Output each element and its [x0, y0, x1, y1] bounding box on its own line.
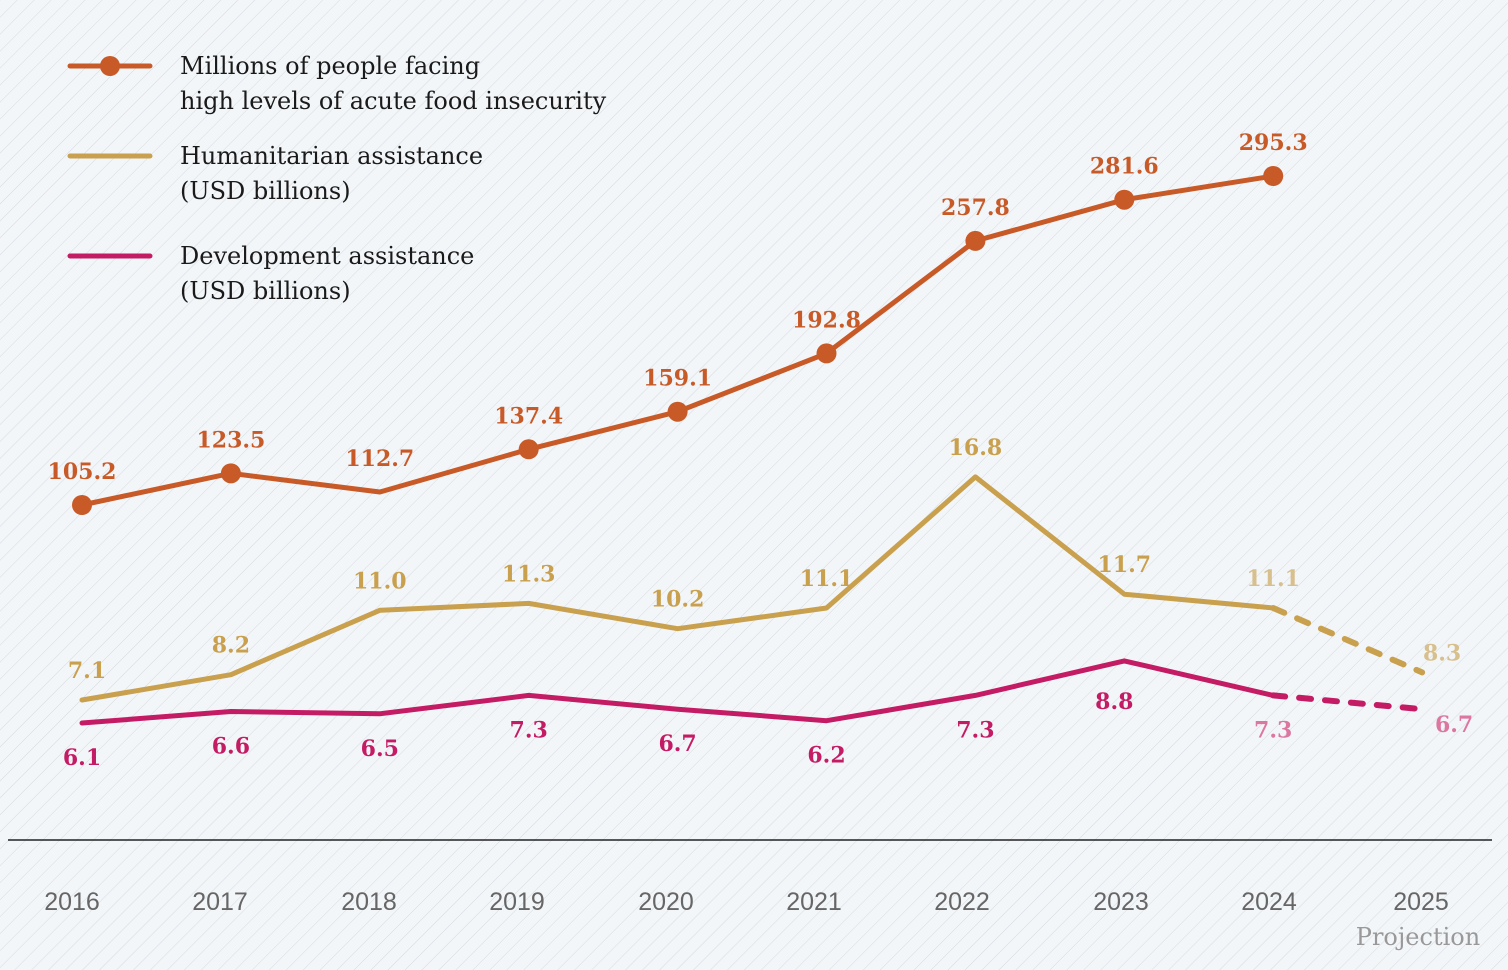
x-tick-label: 2024: [1241, 888, 1297, 916]
data-label: 159.1: [643, 366, 712, 392]
data-label: 6.2: [807, 743, 845, 769]
legend-label: Development assistance: [180, 242, 474, 270]
data-label: 11.3: [502, 561, 556, 587]
data-label: 11.7: [1098, 552, 1152, 578]
data-point: [518, 439, 539, 460]
data-label: 11.0: [353, 568, 407, 594]
data-label: 192.8: [792, 307, 861, 333]
x-tick-label: 2016: [44, 888, 100, 916]
data-label: 123.5: [196, 427, 265, 453]
data-label: 7.3: [956, 717, 994, 743]
x-tick-label: 2025: [1393, 888, 1449, 916]
data-label: 6.6: [212, 734, 250, 760]
data-label: 257.8: [941, 195, 1010, 221]
data-label: 7.3: [510, 717, 548, 743]
x-tick-label: 2018: [341, 888, 397, 916]
x-tick-label: 2022: [934, 888, 990, 916]
legend-label: high levels of acute food insecurity: [180, 87, 607, 115]
data-point: [1114, 189, 1135, 210]
data-label: 137.4: [494, 403, 563, 429]
data-label: 6.5: [361, 736, 399, 762]
data-label: 6.1: [63, 745, 101, 771]
data-point: [1263, 165, 1284, 186]
legend-label: Humanitarian assistance: [180, 142, 483, 170]
data-label: 8.3: [1423, 640, 1461, 666]
data-label: 112.7: [345, 446, 414, 472]
legend-marker: [100, 56, 120, 76]
x-tick-label: 2020: [638, 888, 694, 916]
x-tick-label: 2017: [192, 888, 248, 916]
data-label: 11.1: [1246, 566, 1300, 592]
data-point: [667, 401, 688, 422]
series-projection-line: [1270, 605, 1426, 676]
data-point: [220, 463, 241, 484]
data-label: 105.2: [48, 459, 117, 485]
data-label: 11.1: [800, 566, 854, 592]
x-tick-label: 2021: [786, 888, 842, 916]
legend-label: (USD billions): [180, 277, 351, 305]
series-projection-line: [1270, 692, 1426, 713]
data-label: 7.3: [1254, 717, 1292, 743]
x-axis: 2016 2017 2018 2019 2020 2021 2022 2023 2024 2025…: [44, 888, 1480, 951]
series-line: [79, 474, 1276, 703]
data-label: 16.8: [949, 435, 1003, 461]
data-label: 295.3: [1239, 130, 1308, 156]
data-point: [72, 495, 92, 515]
data-label: 281.6: [1090, 154, 1159, 180]
x-tick-label: 2019: [489, 888, 545, 916]
data-point: [816, 343, 837, 364]
legend-label: Millions of people facing: [180, 52, 480, 80]
data-point: [965, 230, 986, 251]
projection-label: Projection: [1356, 923, 1480, 951]
data-label: 6.7: [1435, 712, 1473, 738]
x-tick-label: 2023: [1093, 888, 1149, 916]
legend-label: (USD billions): [180, 177, 351, 205]
data-label: 6.7: [658, 731, 696, 757]
data-label: 8.8: [1095, 689, 1133, 715]
data-label: 8.2: [212, 633, 250, 659]
series-line: [79, 658, 1276, 726]
data-label: 10.2: [651, 587, 705, 613]
data-label: 7.1: [68, 658, 106, 684]
legend: Millions of people facing high levels of …: [67, 52, 607, 305]
